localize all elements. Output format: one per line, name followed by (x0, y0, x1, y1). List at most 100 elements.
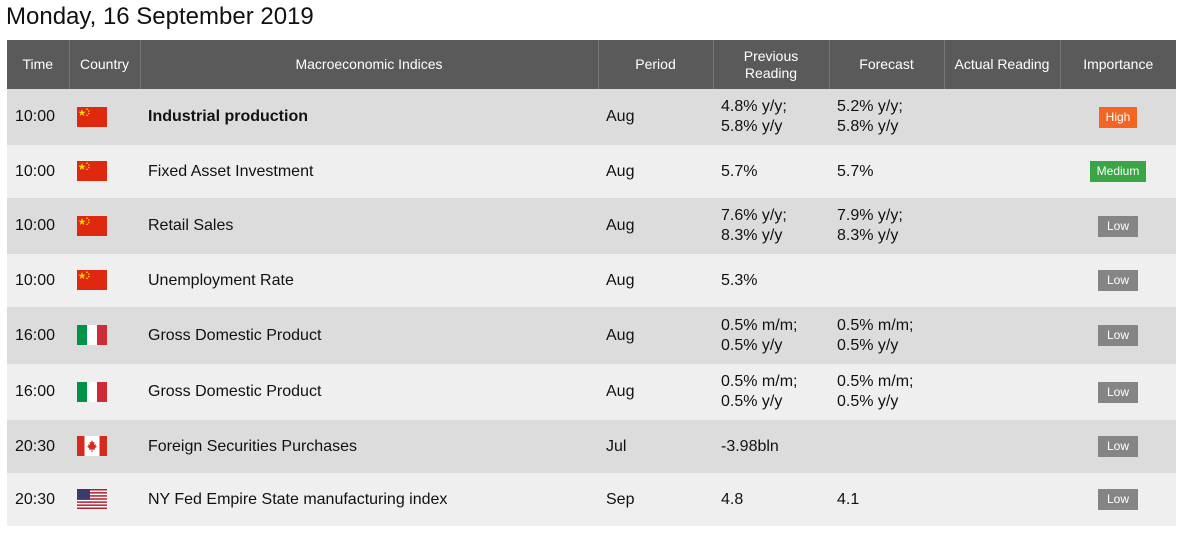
canada-flag-icon (77, 436, 107, 457)
forecast-cell: 7.9% y/y; 8.3% y/y (829, 198, 944, 254)
period-cell: Aug (598, 254, 713, 307)
time-cell: 16:00 (7, 307, 69, 364)
country-cell (69, 420, 140, 473)
table-row[interactable]: 20:30 NY Fed Empire State manufacturing i… (7, 473, 1176, 526)
forecast-cell (829, 420, 944, 473)
previous-cell-line1: 4.8% y/y; (721, 98, 787, 115)
importance-badge: Low (1098, 436, 1138, 457)
previous-cell-line2: 5.8% y/y (721, 118, 783, 135)
indicator-cell: Gross Domestic Product (140, 364, 598, 420)
actual-cell (944, 198, 1060, 254)
country-cell (69, 89, 140, 145)
china-flag-icon (77, 106, 107, 127)
previous-cell-line1: -3.98bln (721, 437, 779, 455)
period-cell: Aug (598, 145, 713, 198)
table-header-row: Time Country Macroeconomic Indices Perio… (7, 40, 1176, 89)
country-cell (69, 473, 140, 526)
usa-flag-icon (77, 489, 107, 510)
economic-calendar-table: Time Country Macroeconomic Indices Perio… (7, 40, 1176, 526)
header-previous-line1: Previous (743, 47, 799, 64)
previous-cell: 5.7% (713, 145, 829, 198)
importance-cell: Low (1060, 364, 1176, 420)
actual-cell (944, 420, 1060, 473)
previous-cell: 4.8% y/y; 5.8% y/y (713, 89, 829, 145)
importance-badge: Low (1098, 325, 1138, 346)
indicator-cell: Unemployment Rate (140, 254, 598, 307)
actual-cell (944, 364, 1060, 420)
period-cell: Jul (598, 420, 713, 473)
forecast-cell-line1: 0.5% m/m; (837, 316, 914, 334)
table-row[interactable]: 10:00 Retail Sales Aug 7.6% y/y; 8.3% y/y 7.9… (7, 198, 1176, 254)
period-cell: Aug (598, 307, 713, 364)
table-row[interactable]: 20:30 Foreign Securities Purchases Jul -3.9… (7, 420, 1176, 473)
header-actual: Actual Reading (944, 40, 1061, 89)
previous-cell-line1: 7.6% y/y; (721, 207, 787, 224)
header-indices: Macroeconomic Indices (140, 40, 599, 89)
previous-cell: 0.5% m/m; 0.5% y/y (713, 307, 829, 364)
importance-badge: Low (1098, 215, 1138, 237)
header-previous: Previous Reading (713, 40, 830, 89)
header-previous-line2: Reading (744, 64, 798, 81)
table-row[interactable]: 16:00 Gross Domestic Product Aug 0.5% m/m; 0… (7, 364, 1176, 420)
header-period: Period (598, 40, 714, 89)
previous-cell: 7.6% y/y; 8.3% y/y (713, 198, 829, 254)
indicator-cell: Fixed Asset Investment (140, 145, 598, 198)
actual-cell (944, 145, 1060, 198)
importance-cell: Low (1060, 307, 1176, 364)
time-cell: 10:00 (7, 198, 69, 254)
previous-cell-line1: 0.5% m/m; (721, 316, 798, 334)
table-row[interactable]: 16:00 Gross Domestic Product Aug 0.5% m/m; 0… (7, 307, 1176, 364)
forecast-cell: 0.5% m/m; 0.5% y/y (829, 364, 944, 420)
china-flag-icon (77, 215, 107, 236)
italy-flag-icon (77, 325, 107, 346)
previous-cell: 5.3% (713, 254, 829, 307)
previous-cell: 4.8 (713, 473, 829, 526)
actual-cell (944, 89, 1060, 145)
forecast-cell: 5.7% (829, 145, 944, 198)
time-cell: 20:30 (7, 420, 69, 473)
time-cell: 20:30 (7, 473, 69, 526)
china-flag-icon (77, 270, 107, 291)
china-flag-icon (77, 161, 107, 182)
forecast-cell (829, 254, 944, 307)
importance-badge: Medium (1089, 161, 1147, 182)
indicator-cell: NY Fed Empire State manufacturing index (140, 473, 598, 526)
forecast-cell-line2: 8.3% y/y (837, 227, 899, 244)
previous-cell-line2: 0.5% y/y (721, 336, 783, 354)
indicator-cell: Industrial production (140, 89, 598, 145)
previous-cell-line1: 0.5% m/m; (721, 373, 798, 390)
forecast-cell: 0.5% m/m; 0.5% y/y (829, 307, 944, 364)
header-forecast: Forecast (829, 40, 945, 89)
period-cell: Sep (598, 473, 713, 526)
forecast-cell: 5.2% y/y; 5.8% y/y (829, 89, 944, 145)
period-cell: Aug (598, 198, 713, 254)
importance-badge: High (1098, 106, 1138, 128)
table-row[interactable]: 10:00 Unemployment Rate Aug 5.3% Low (7, 254, 1176, 307)
actual-cell (944, 307, 1060, 364)
time-cell: 16:00 (7, 364, 69, 420)
actual-cell (944, 254, 1060, 307)
country-cell (69, 145, 140, 198)
table-row[interactable]: 10:00 Fixed Asset Investment Aug 5.7% 5.7% Me… (7, 145, 1176, 198)
forecast-cell-line2: 0.5% y/y (837, 336, 899, 354)
importance-cell: Low (1060, 198, 1176, 254)
italy-flag-icon (77, 381, 107, 402)
country-cell (69, 198, 140, 254)
forecast-cell-line1: 7.9% y/y; (837, 207, 903, 224)
actual-cell (944, 473, 1060, 526)
indicator-cell: Retail Sales (140, 198, 598, 254)
importance-cell: Low (1060, 254, 1176, 307)
page-title: Monday, 16 September 2019 (6, 3, 314, 30)
table-row[interactable]: 10:00 Industrial production Aug 4.8% y/y; 5.… (7, 89, 1176, 145)
period-cell: Aug (598, 364, 713, 420)
previous-cell-line1: 4.8 (721, 490, 744, 508)
previous-cell-line2: 8.3% y/y (721, 227, 783, 244)
forecast-cell-line1: 0.5% m/m; (837, 373, 914, 390)
time-cell: 10:00 (7, 254, 69, 307)
forecast-cell-line1: 5.7% (837, 162, 874, 180)
previous-cell-line1: 5.3% (721, 271, 758, 289)
forecast-cell-line2: 0.5% y/y (837, 393, 899, 410)
indicator-cell: Gross Domestic Product (140, 307, 598, 364)
time-cell: 10:00 (7, 89, 69, 145)
importance-badge: Low (1098, 489, 1138, 510)
